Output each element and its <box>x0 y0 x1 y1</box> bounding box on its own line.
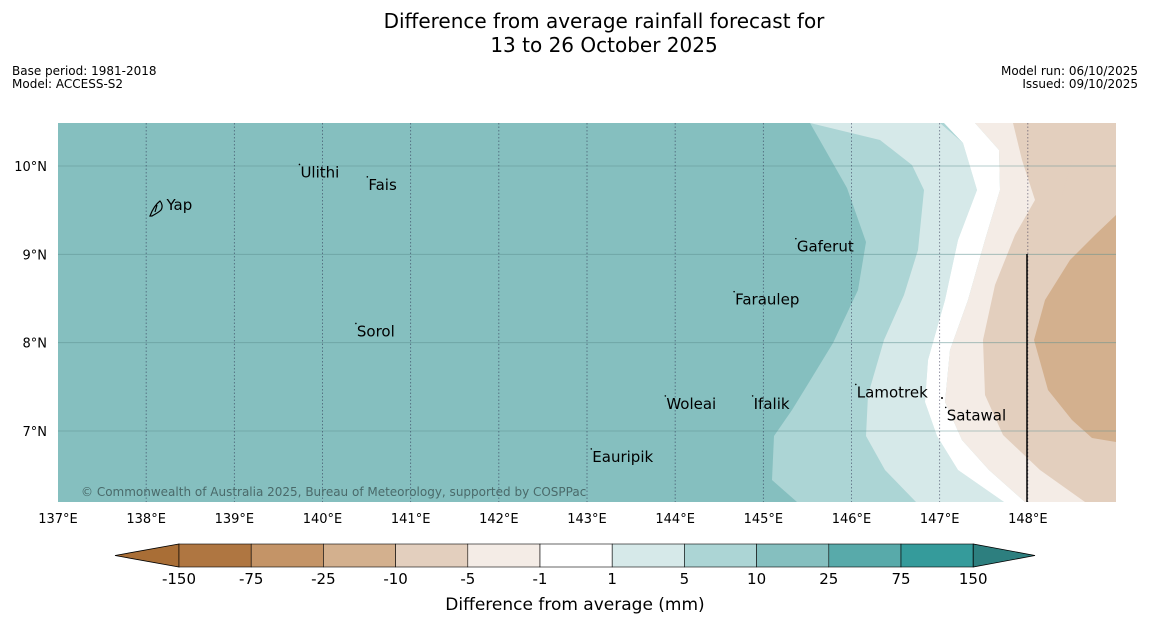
latitude-label: 8°N <box>23 337 48 352</box>
place-label-ifalik: Ifalik <box>754 395 790 413</box>
colorbar-segment <box>395 543 469 568</box>
graticule <box>58 123 1116 502</box>
place-label-faraulep: Faraulep <box>735 291 799 309</box>
colorbar-tick-label: 5 <box>680 570 690 588</box>
place-label-yap: Yap <box>165 196 192 214</box>
island-dot <box>733 290 735 293</box>
colorbar-tick-label: -5 <box>460 570 475 588</box>
colorbar-tick-label: -75 <box>239 570 264 588</box>
place-label-satawal: Satawal <box>947 406 1006 424</box>
colorbar-segment <box>828 543 902 568</box>
longitude-label: 141°E <box>391 512 431 527</box>
colorbar-tick-label: -1 <box>533 570 548 588</box>
island-dot <box>751 395 754 397</box>
longitude-label: 148°E <box>1008 512 1048 527</box>
colorbar-tick-label: -150 <box>162 570 196 588</box>
longitude-label: 142°E <box>479 512 519 527</box>
island-dot <box>854 383 857 386</box>
colorbar-segment <box>323 543 396 568</box>
colorbar-label: Difference from average (mm) <box>445 595 704 615</box>
issued-text: Issued: 09/10/2025 <box>1022 77 1138 91</box>
longitude-label: 140°E <box>303 512 343 527</box>
longitude-label: 147°E <box>920 512 960 527</box>
latitude-label: 9°N <box>23 248 48 263</box>
model-run-text: Model run: 06/10/2025 <box>1000 64 1138 78</box>
island-dot <box>941 397 943 399</box>
island-dot <box>298 163 301 166</box>
colorbar-extend-low <box>114 543 180 568</box>
base-period-text: Base period: 1981-2018 <box>12 64 157 78</box>
colorbar-tick-label: 75 <box>891 570 910 588</box>
latitude-labels: 10°N 9°N 8°N 7°N <box>14 160 47 440</box>
island-dot <box>590 448 593 450</box>
colorbar-tick-label: 1 <box>607 570 617 588</box>
yap-island-outline <box>149 200 163 217</box>
title-line-1: Difference from average rainfall forecas… <box>383 9 825 33</box>
place-label-sorol: Sorol <box>357 322 395 340</box>
model-text: Model: ACCESS-S2 <box>12 77 124 91</box>
latitude-label: 7°N <box>23 425 48 440</box>
meta-right: Model run: 06/10/2025 Issued: 09/10/2025 <box>1001 65 1138 91</box>
meta-left: Base period: 1981-2018 Model: ACCESS-S2 <box>12 65 157 91</box>
colorbar-segment <box>756 543 830 568</box>
longitude-label: 139°E <box>215 512 255 527</box>
colorbar-tick-label: 150 <box>959 570 988 588</box>
colorbar-tick-labels: -150 -75 -25 -10 -5 -1 1 5 10 25 75 150 <box>162 570 988 588</box>
colorbar-segment <box>250 543 324 568</box>
island-dot <box>664 395 667 397</box>
longitude-label: 144°E <box>655 512 695 527</box>
contour-minus1-1mm <box>925 123 1025 502</box>
colorbar-segment <box>684 543 757 568</box>
place-label-woleai: Woleai <box>666 395 716 413</box>
island-dot <box>795 237 797 240</box>
island-dot <box>366 176 369 178</box>
colorbar-tick-label: -10 <box>383 570 408 588</box>
longitude-label: 146°E <box>832 512 872 527</box>
title-line-2: 13 to 26 October 2025 <box>490 33 718 57</box>
colorbar-tick-label: -25 <box>311 570 336 588</box>
longitude-label: 138°E <box>126 512 166 527</box>
copyright-text: © Commonwealth of Australia 2025, Bureau… <box>81 485 586 499</box>
island-dot <box>944 406 947 409</box>
colorbar-extend-high <box>972 543 1036 568</box>
colorbar-tick-label: 10 <box>747 570 766 588</box>
contour-1-5mm <box>810 123 1004 502</box>
island-dot <box>355 322 357 325</box>
colorbar-tick-label: 25 <box>819 570 838 588</box>
colorbar <box>114 543 1036 568</box>
colorbar-segment <box>611 543 685 568</box>
longitude-label: 137°E <box>38 512 78 527</box>
contour-minus25-minus10mm <box>1034 215 1116 442</box>
place-labels: Ulithi Fais Yap Gaferut Faraulep Sorol Lamotre… <box>165 163 1006 465</box>
longitude-labels: 137°E 138°E 139°E 140°E 141°E 142°E 143°E 144°E… <box>38 512 1047 527</box>
colorbar-segment <box>539 543 613 568</box>
place-label-lamotrek: Lamotrek <box>857 383 928 401</box>
longitude-label: 145°E <box>744 512 784 527</box>
colorbar-segment <box>467 543 541 568</box>
colorbar-segment <box>900 543 974 568</box>
place-label-fais: Fais <box>368 176 397 194</box>
place-label-gaferut: Gaferut <box>797 238 854 256</box>
longitude-label: 143°E <box>567 512 607 527</box>
chart-title: Difference from average rainfall forecas… <box>0 9 1150 57</box>
place-label-ulithi: Ulithi <box>300 163 339 181</box>
place-label-eauripik: Eauripik <box>592 448 653 466</box>
latitude-label: 10°N <box>14 160 47 175</box>
colorbar-segment <box>178 543 252 568</box>
